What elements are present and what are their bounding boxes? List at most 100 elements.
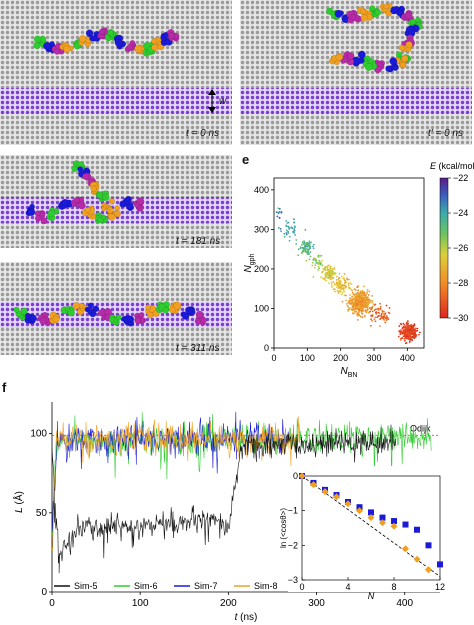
scatter-point — [352, 304, 355, 307]
inset-point-diamond — [425, 566, 432, 574]
scatter-point — [278, 208, 281, 210]
scatter-point — [295, 243, 298, 245]
scatter-point — [328, 268, 331, 271]
scatter-point — [341, 300, 344, 303]
scatter-point — [371, 299, 373, 302]
scatter-point — [411, 330, 414, 333]
scatter-point — [400, 329, 402, 331]
scatter-point — [285, 233, 288, 236]
scatter-point — [415, 334, 418, 337]
scatter-point — [371, 294, 374, 297]
polymer-bead-cluster — [24, 312, 37, 325]
inset-point-diamond — [310, 481, 317, 489]
scatter-point — [277, 211, 279, 214]
scatter-point — [399, 339, 402, 341]
scatter-point — [314, 264, 317, 267]
scatter-point — [328, 282, 330, 285]
scatter-point — [363, 303, 366, 305]
panel-c-simulation — [0, 155, 232, 248]
scatter-point — [377, 315, 380, 317]
scatter-point — [332, 277, 335, 279]
scatter-point — [330, 282, 333, 284]
polymer-bead-cluster — [328, 53, 344, 66]
scatter-point — [351, 299, 354, 302]
scatter-point — [402, 325, 405, 328]
scatter-point — [318, 261, 321, 264]
scatter-point — [285, 232, 288, 234]
panel-f-letter: f — [2, 380, 7, 395]
scatter-point — [337, 287, 340, 289]
scatter-point — [303, 241, 306, 244]
scatter-point — [388, 312, 391, 315]
scatter-point — [373, 318, 376, 321]
inset-point-square — [425, 542, 432, 549]
inset-point-square — [414, 526, 420, 533]
scatter-point — [290, 226, 293, 229]
scatter-point — [287, 221, 290, 224]
scatter-point — [368, 302, 371, 304]
polymer-bead-cluster — [78, 35, 92, 48]
colorbar-tick-label: −24 — [453, 208, 468, 218]
scatter-point — [352, 297, 355, 300]
scatter-point — [337, 292, 340, 295]
polymer-bead-cluster — [113, 34, 127, 50]
scatter-point — [365, 293, 367, 296]
scatter-point — [350, 296, 353, 298]
inset-y-tick-label: −1 — [288, 506, 298, 516]
scatter-point — [343, 277, 345, 280]
scatter-point — [362, 297, 364, 300]
scatter-point — [300, 243, 303, 246]
scatter-point — [288, 235, 291, 238]
scatter-point — [348, 301, 350, 304]
scatter-point — [288, 239, 291, 242]
inset-y-tick-label: −2 — [288, 540, 298, 550]
panel-b-simulation — [240, 0, 472, 145]
scatter-point — [383, 318, 386, 321]
colorbar-title: E (kcal/mol) — [430, 161, 474, 171]
polymer-bead-cluster — [385, 57, 399, 73]
scatter-point — [374, 308, 377, 311]
scatter-point — [403, 330, 405, 333]
x-tick-label: 300 — [366, 353, 381, 363]
scatter-point — [305, 248, 308, 250]
legend-entry: Sim-7 — [174, 581, 218, 591]
scatter-point — [324, 275, 327, 277]
panel-d-time-label: t = 311 ns — [176, 343, 220, 354]
scatter-point — [329, 266, 332, 269]
legend-entry: Sim-8 — [234, 581, 278, 591]
scatter-point — [293, 232, 296, 234]
scatter-point — [366, 299, 369, 302]
inset-point-square — [379, 514, 386, 521]
scatter-point — [412, 328, 414, 331]
scatter-point — [409, 324, 412, 327]
scatter-point — [379, 308, 382, 310]
scatter-point — [402, 322, 405, 325]
scatter-points — [275, 207, 421, 345]
scatter-point — [363, 301, 366, 304]
scatter-point — [382, 317, 385, 319]
scatter-point — [374, 316, 377, 319]
scatter-point — [280, 230, 282, 233]
scatter-point — [345, 294, 347, 297]
scatter-point — [350, 283, 353, 286]
scatter-point — [404, 327, 407, 330]
series-line-sim-5 — [51, 424, 397, 574]
polymer-bead-cluster — [398, 41, 413, 53]
inset-point-diamond — [333, 493, 340, 501]
scatter-point — [380, 312, 383, 315]
scatter-point — [370, 314, 372, 317]
scatter-point — [404, 335, 407, 338]
scatter-point — [339, 289, 342, 292]
scatter-point — [343, 273, 346, 275]
scatter-point — [404, 334, 406, 336]
scatter-point — [407, 337, 409, 340]
scatter-point — [356, 300, 358, 303]
scatter-point — [414, 327, 417, 330]
width-arrow — [208, 89, 216, 113]
scatter-point — [360, 311, 363, 313]
y-tick-label: 0 — [264, 343, 269, 353]
scatter-point — [313, 257, 316, 260]
scatter-point — [320, 262, 322, 265]
polymer-bead-cluster — [357, 6, 374, 22]
